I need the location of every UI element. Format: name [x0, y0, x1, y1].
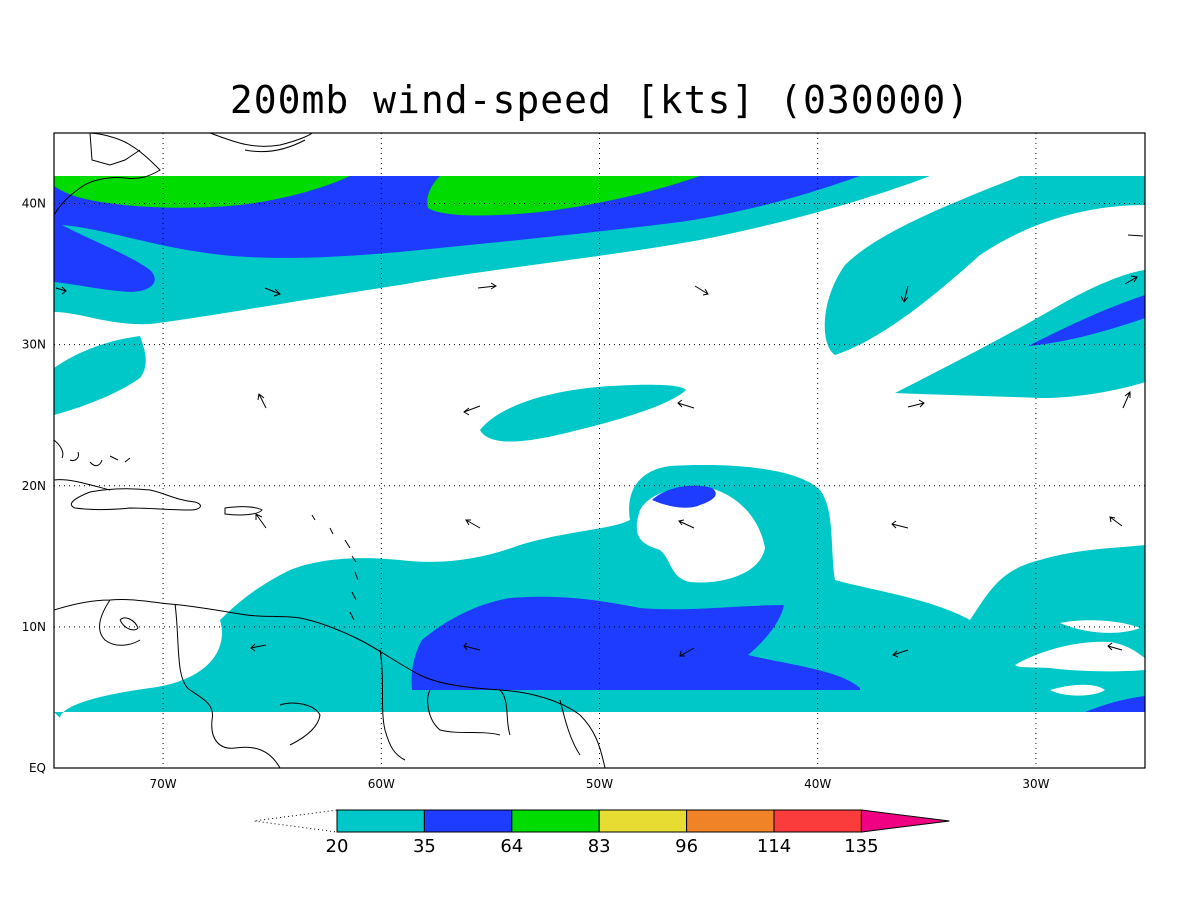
colorbar-over-triangle [860, 809, 950, 833]
wind-arrow [678, 519, 695, 529]
colorbar-segment [336, 809, 425, 833]
wind-arrow [463, 405, 481, 416]
wind-arrow [891, 520, 909, 529]
white-region-cyclone-eye [636, 486, 765, 583]
colorbar-label: 114 [757, 836, 791, 857]
colorbar-label: 135 [844, 836, 878, 857]
latitude-tick-labels: EQ 10N 20N 30N 40N [22, 197, 46, 775]
cyan-region-central-oval [480, 384, 686, 442]
wind-arrow [463, 642, 481, 651]
wind-arrow [1109, 516, 1123, 527]
blue-region-southeast-corner [1085, 696, 1145, 712]
lat-tick-label: 20N [22, 479, 46, 493]
white-region-southeast-2 [1050, 684, 1105, 696]
lon-tick-label: 70W [150, 777, 177, 791]
longitude-tick-labels: 70W 60W 50W 40W 30W [150, 777, 1050, 791]
colorbar-segment [423, 809, 513, 833]
wind-arrow [1127, 234, 1144, 237]
wind-arrows [55, 234, 1144, 658]
wind-arrow [477, 282, 497, 290]
plot-frame [53, 132, 1146, 769]
coast-lesser-antilles [311, 514, 359, 621]
lon-tick-label: 50W [586, 777, 613, 791]
colorbar-label: 64 [500, 836, 523, 857]
wind-arrow [250, 643, 267, 652]
coast-south-america [54, 599, 606, 768]
cyan-region-28n-west [54, 336, 146, 415]
colorbar: 20 35 64 83 96 114 135 [253, 809, 950, 857]
wind-arrow [1124, 275, 1138, 285]
coast-puerto-rico [224, 506, 263, 516]
coast-cuba [54, 479, 111, 491]
wind-arrow [892, 649, 909, 658]
blue-region-north-jet [54, 176, 860, 292]
wind-arrow [677, 399, 695, 409]
map-title: 200mb wind-speed [kts] (030000) [229, 78, 971, 122]
lon-tick-label: 30W [1022, 777, 1049, 791]
cyan-region-northeast [824, 176, 1145, 355]
colorbar-segment [598, 809, 688, 833]
colorbar-label: 35 [413, 836, 436, 857]
wind-arrow [907, 399, 925, 408]
lat-tick-label: 30N [22, 338, 46, 352]
wind-arrow [257, 393, 267, 409]
lat-tick-label: 40N [22, 197, 46, 211]
colorbar-label: 96 [675, 836, 698, 857]
wind-arrow [264, 287, 281, 297]
map-grid [54, 133, 1145, 768]
blue-region-cyclone [652, 485, 716, 508]
lat-tick-label: 10N [22, 620, 46, 634]
lon-tick-label: 60W [368, 777, 395, 791]
wind-arrow [55, 286, 67, 295]
lat-tick-label: EQ [29, 761, 46, 775]
blue-region-east-band [1028, 295, 1145, 346]
coast-hispaniola [70, 488, 201, 511]
wind-arrow [900, 285, 909, 303]
wind-speed-shading [54, 176, 1145, 718]
blue-region-south-jet [411, 596, 860, 690]
cyan-region-east-band [895, 270, 1145, 398]
wind-arrow [679, 647, 695, 657]
colorbar-segment [686, 809, 775, 833]
coast-north-america [54, 133, 313, 216]
coast-florida-bahamas [54, 439, 131, 467]
lon-tick-label: 40W [804, 777, 831, 791]
wind-arrow [1107, 642, 1123, 651]
colorbar-label: 83 [588, 836, 611, 857]
colorbar-segment [773, 809, 862, 833]
coastlines [54, 133, 606, 768]
colorbar-under-triangle [253, 809, 338, 833]
colorbar-label: 20 [326, 836, 349, 857]
colorbar-segment [511, 809, 600, 833]
wind-arrow [465, 519, 481, 529]
wind-arrow [255, 513, 267, 529]
wind-arrow [1122, 390, 1131, 409]
cyan-region-south [54, 465, 1145, 718]
green-region-west [54, 176, 350, 208]
white-region-southeast-1 [1015, 641, 1145, 672]
wind-arrow [694, 285, 709, 296]
green-region-central [427, 176, 700, 216]
